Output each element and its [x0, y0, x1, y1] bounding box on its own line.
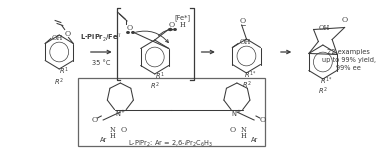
Text: H: H	[241, 132, 246, 140]
Text: Ar: Ar	[251, 137, 258, 143]
Text: OH: OH	[318, 24, 330, 31]
Text: $R^2$: $R^2$	[54, 77, 64, 88]
Text: $R^2$: $R^2$	[150, 81, 160, 92]
Text: O: O	[341, 16, 348, 24]
Text: O: O	[169, 21, 175, 29]
Text: O: O	[127, 24, 133, 32]
Text: [Fe*]: [Fe*]	[174, 14, 190, 21]
Text: O: O	[65, 29, 71, 38]
Text: L-PiPr$_2$/Fe$^{II}$: L-PiPr$_2$/Fe$^{II}$	[81, 31, 122, 44]
Text: N$^+$: N$^+$	[231, 109, 243, 119]
Text: $R^{1*}$: $R^{1*}$	[243, 69, 257, 81]
Text: up to 99% yield,: up to 99% yield,	[322, 57, 376, 63]
Text: $R^2$: $R^2$	[318, 86, 328, 97]
Text: OH: OH	[52, 33, 63, 41]
Text: O: O	[260, 116, 266, 124]
Text: O: O	[230, 126, 236, 134]
Text: $R^2$: $R^2$	[242, 80, 251, 91]
Bar	[78, 78, 265, 146]
Text: N$^+$: N$^+$	[115, 109, 126, 119]
Text: H: H	[180, 21, 185, 29]
Text: L-PiPr$_2$: Ar = 2,6-$i$Pr$_2$C$_6$H$_3$: L-PiPr$_2$: Ar = 2,6-$i$Pr$_2$C$_6$H$_3$	[128, 139, 214, 149]
Text: OH: OH	[240, 38, 251, 47]
Text: 22 examples: 22 examples	[327, 49, 370, 55]
Text: Ar: Ar	[99, 137, 107, 143]
Text: O: O	[91, 116, 98, 124]
Text: N: N	[241, 126, 246, 134]
Text: 99% ee: 99% ee	[336, 65, 361, 71]
Text: H: H	[110, 132, 116, 140]
Text: $R^{1*}$: $R^{1*}$	[320, 76, 333, 87]
Text: N: N	[110, 126, 116, 134]
Text: $R^1$: $R^1$	[59, 66, 68, 77]
Text: O: O	[240, 17, 246, 25]
Text: $R^1$: $R^1$	[155, 71, 165, 82]
Text: 35 °C: 35 °C	[92, 60, 110, 66]
Text: O: O	[121, 126, 127, 134]
